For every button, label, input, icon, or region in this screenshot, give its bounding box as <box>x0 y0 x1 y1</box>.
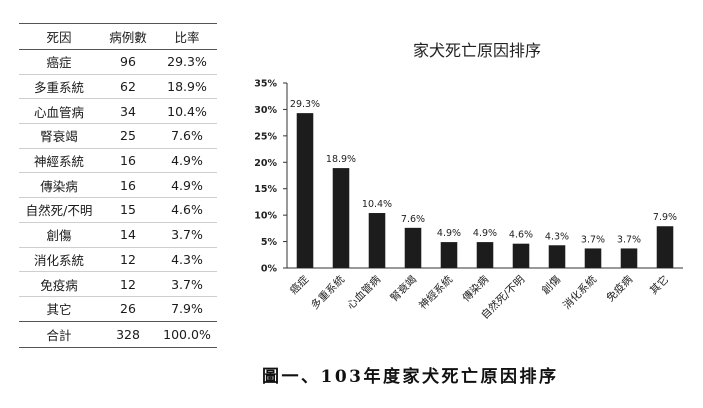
bars: 29.3% 癌症 18.9% 多重系統 10.4% 心血管病 7.6% 腎衰竭 4.9% 神經系統… <box>287 99 677 322</box>
row-ratio: 4.9% <box>157 148 217 174</box>
row-ratio: 4.9% <box>157 172 217 199</box>
table-row: 多重系統 62 18.9% <box>19 74 217 100</box>
table-row: 免疫病 12 3.7% <box>19 271 217 297</box>
x-tick-label: 心血管病 <box>344 273 383 312</box>
data-label: 7.9% <box>653 212 677 223</box>
bar <box>584 248 602 268</box>
bar <box>620 248 638 268</box>
row-cases: 25 <box>99 123 157 149</box>
table-total-row: 合計 328 100.0% <box>19 320 217 348</box>
figure-caption: 圖一、103年度家犬死亡原因排序 <box>262 367 559 387</box>
row-cause: 創傷 <box>19 222 99 248</box>
x-tick-label: 腎衰竭 <box>388 273 419 304</box>
row-cases: 26 <box>99 296 157 322</box>
row-ratio: 29.3% <box>157 49 217 75</box>
data-label: 4.3% <box>545 231 569 242</box>
row-ratio: 3.7% <box>157 222 217 248</box>
row-cases: 16 <box>99 172 157 199</box>
data-label: 3.7% <box>581 234 605 245</box>
data-label: 4.6% <box>509 230 533 241</box>
y-tick-label: 10% <box>254 211 277 222</box>
header-cases: 病例數 <box>99 23 157 50</box>
total-cases: 328 <box>99 320 157 348</box>
data-label: 10.4% <box>362 199 392 210</box>
row-cause: 免疫病 <box>19 271 99 297</box>
y-axis: 0% 5% 10% 15% 20% 25% 30% 35% <box>254 79 683 275</box>
table-row: 腎衰竭 25 7.6% <box>19 123 217 149</box>
x-tick-label: 消化系統 <box>560 273 599 312</box>
bar <box>404 227 422 268</box>
table-row: 癌症 96 29.3% <box>19 49 217 75</box>
x-tick-label: 多重系統 <box>308 273 347 312</box>
total-ratio: 100.0% <box>157 320 217 348</box>
data-label: 7.6% <box>401 214 425 225</box>
header-cause: 死因 <box>19 23 99 50</box>
x-tick-label: 其它 <box>647 273 671 297</box>
bar <box>476 242 494 268</box>
y-tick-label: 25% <box>254 131 277 142</box>
row-ratio: 7.6% <box>157 123 217 149</box>
row-cases: 12 <box>99 247 157 273</box>
row-cause: 傳染病 <box>19 172 99 199</box>
x-tick-label: 免疫病 <box>604 273 636 305</box>
cause-of-death-table: 死因 病例數 比率 癌症 96 29.3% 多重系統 62 18.9% 心血管病 34 10.4… <box>19 23 217 348</box>
row-ratio: 7.9% <box>157 296 217 322</box>
bar <box>512 243 530 268</box>
data-label: 4.9% <box>473 228 497 239</box>
bar <box>296 113 314 268</box>
y-tick-label: 15% <box>254 184 277 195</box>
data-label: 18.9% <box>326 154 356 165</box>
data-label: 4.9% <box>437 228 461 239</box>
row-cases: 34 <box>99 98 157 125</box>
row-cause: 癌症 <box>19 49 99 75</box>
row-cases: 12 <box>99 271 157 297</box>
row-cases: 14 <box>99 222 157 248</box>
table-row: 神經系統 16 4.9% <box>19 148 217 174</box>
x-tick-label: 創傷 <box>539 273 563 297</box>
row-cause: 腎衰竭 <box>19 123 99 149</box>
bar <box>332 168 350 268</box>
table-header-row: 死因 病例數 比率 <box>19 23 217 50</box>
row-cases: 15 <box>99 197 157 223</box>
table-row: 其它 26 7.9% <box>19 296 217 322</box>
data-label: 29.3% <box>290 99 320 110</box>
y-tick-label: 35% <box>254 79 277 90</box>
bar <box>440 242 458 268</box>
data-label: 3.7% <box>617 234 641 245</box>
table-row: 傳染病 16 4.9% <box>19 172 217 199</box>
x-tick-label: 癌症 <box>287 273 311 297</box>
row-cause: 其它 <box>19 296 99 322</box>
row-cases: 62 <box>99 74 157 100</box>
row-ratio: 4.6% <box>157 197 217 223</box>
row-ratio: 10.4% <box>157 98 217 125</box>
row-cause: 多重系統 <box>19 74 99 100</box>
row-cause: 心血管病 <box>19 98 99 125</box>
row-ratio: 4.3% <box>157 247 217 273</box>
x-tick-label: 傳染病 <box>460 273 492 305</box>
x-tick-label: 神經系統 <box>416 273 455 312</box>
row-ratio: 3.7% <box>157 271 217 297</box>
row-cause: 消化系統 <box>19 247 99 273</box>
y-tick-label: 5% <box>261 237 278 248</box>
total-label: 合計 <box>19 320 99 348</box>
bar <box>548 245 566 268</box>
chart-title: 家犬死亡原因排序 <box>413 41 541 60</box>
bar <box>368 213 386 268</box>
header-ratio: 比率 <box>157 23 217 50</box>
row-ratio: 18.9% <box>157 74 217 100</box>
y-tick-label: 20% <box>254 158 277 169</box>
row-cause: 神經系統 <box>19 148 99 174</box>
y-tick-label: 0% <box>261 264 278 275</box>
row-cause: 自然死/不明 <box>19 197 99 223</box>
bar <box>656 226 674 268</box>
table-row: 創傷 14 3.7% <box>19 222 217 248</box>
y-tick-label: 30% <box>254 105 277 116</box>
bar-chart: 家犬死亡原因排序 0% 5% 10% 15% 20% 25% 30% 35% 29.3% 癌症 1… <box>254 41 683 322</box>
row-cases: 96 <box>99 49 157 75</box>
table-row: 心血管病 34 10.4% <box>19 98 217 125</box>
table-row: 消化系統 12 4.3% <box>19 247 217 273</box>
table-row: 自然死/不明 15 4.6% <box>19 197 217 223</box>
row-cases: 16 <box>99 148 157 174</box>
